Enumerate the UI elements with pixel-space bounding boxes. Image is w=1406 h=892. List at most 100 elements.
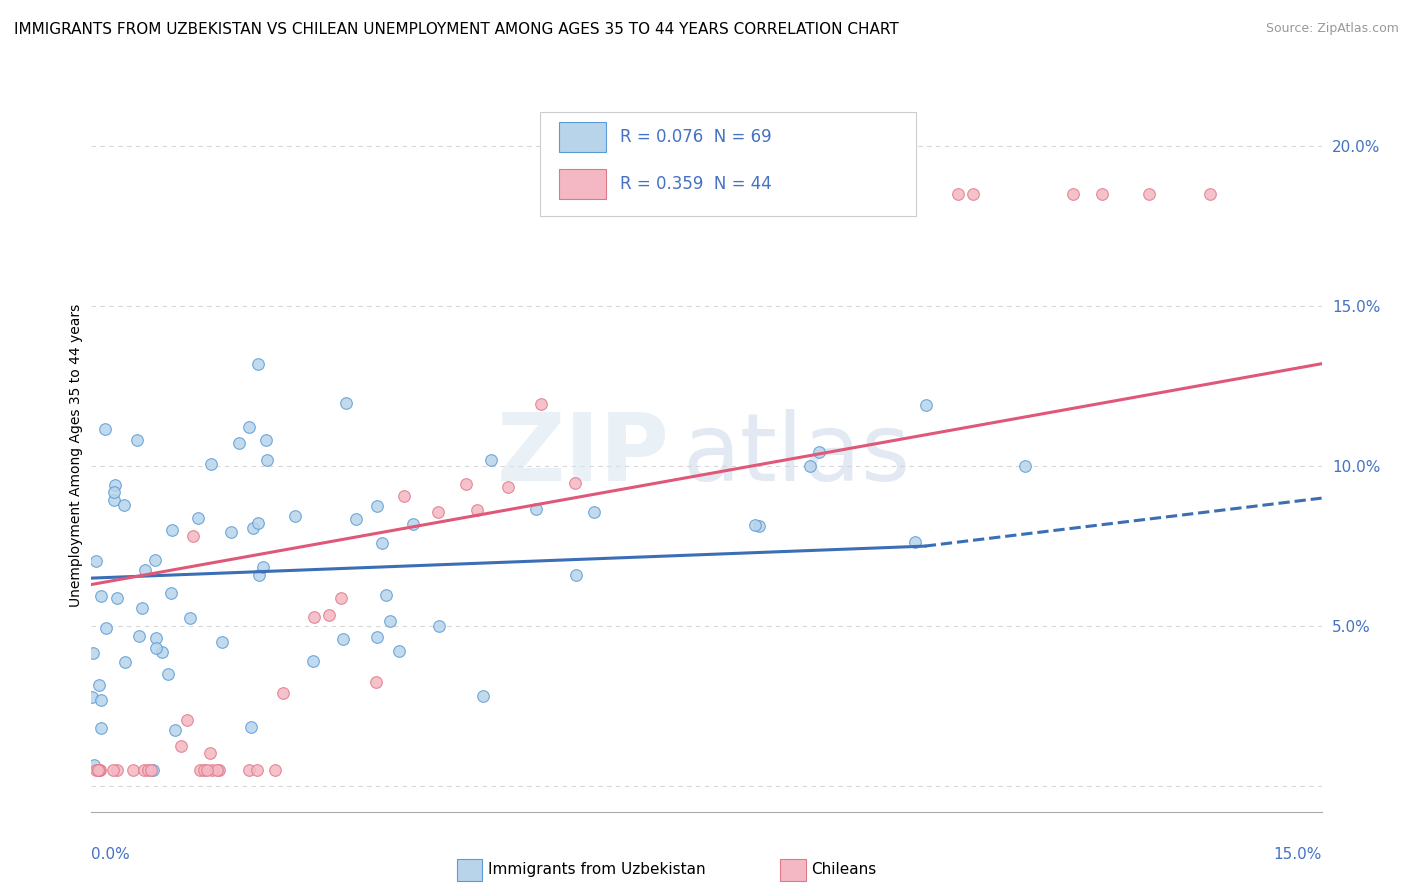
Point xyxy=(427,505,450,519)
Text: Immigrants from Uzbekistan: Immigrants from Uzbekistan xyxy=(488,863,706,877)
Point xyxy=(93,422,115,436)
Point xyxy=(193,763,215,777)
Point xyxy=(247,516,270,530)
Point xyxy=(454,477,477,491)
Point xyxy=(207,763,229,777)
Point xyxy=(198,746,221,760)
Point xyxy=(157,666,180,681)
Point xyxy=(366,630,388,644)
Point xyxy=(89,763,111,777)
Point xyxy=(104,477,127,491)
Point xyxy=(238,420,260,434)
Point xyxy=(769,187,792,202)
Text: ZIP: ZIP xyxy=(496,409,669,501)
Point xyxy=(256,452,278,467)
Point xyxy=(1137,187,1160,202)
Point xyxy=(105,591,128,605)
Point xyxy=(748,519,770,533)
Text: 15.0%: 15.0% xyxy=(1274,847,1322,863)
Point xyxy=(335,396,357,410)
Point xyxy=(150,644,173,658)
Point xyxy=(238,763,260,777)
Point xyxy=(378,615,401,629)
Y-axis label: Unemployment Among Ages 35 to 44 years: Unemployment Among Ages 35 to 44 years xyxy=(69,303,83,607)
Text: Source: ZipAtlas.com: Source: ZipAtlas.com xyxy=(1265,22,1399,36)
Point xyxy=(246,357,269,371)
Text: IMMIGRANTS FROM UZBEKISTAN VS CHILEAN UNEMPLOYMENT AMONG AGES 35 TO 44 YEARS COR: IMMIGRANTS FROM UZBEKISTAN VS CHILEAN UN… xyxy=(14,22,898,37)
Point xyxy=(82,646,104,660)
Point xyxy=(1014,458,1036,473)
Point xyxy=(176,713,198,727)
Point xyxy=(564,475,586,490)
Point xyxy=(200,457,222,471)
Point xyxy=(1198,187,1220,202)
Point xyxy=(471,690,494,704)
Point xyxy=(112,498,135,512)
Point xyxy=(183,528,205,542)
Point xyxy=(105,763,128,777)
Point xyxy=(138,763,160,777)
Text: R = 0.076  N = 69: R = 0.076 N = 69 xyxy=(620,128,772,146)
Point xyxy=(103,763,125,777)
Point xyxy=(86,763,108,777)
Point xyxy=(188,763,211,777)
Point xyxy=(264,763,287,777)
Point xyxy=(145,632,167,646)
Point xyxy=(240,720,263,734)
Point xyxy=(479,453,502,467)
Text: R = 0.359  N = 44: R = 0.359 N = 44 xyxy=(620,175,772,193)
Point xyxy=(143,553,166,567)
Point xyxy=(346,512,368,526)
Point xyxy=(114,655,136,669)
Point xyxy=(219,524,242,539)
Point xyxy=(524,501,547,516)
Point xyxy=(388,643,411,657)
Point xyxy=(242,521,264,535)
Point xyxy=(159,585,181,599)
Point xyxy=(197,763,219,777)
Point xyxy=(799,459,821,474)
Point xyxy=(962,187,984,202)
Point xyxy=(103,493,125,508)
Point xyxy=(96,621,118,635)
FancyBboxPatch shape xyxy=(540,112,915,216)
Point xyxy=(284,509,307,524)
Point xyxy=(87,678,110,692)
Point xyxy=(128,629,150,643)
Point xyxy=(134,763,156,777)
Point xyxy=(744,517,766,532)
Point xyxy=(125,433,148,447)
Point xyxy=(427,619,450,633)
Point xyxy=(80,690,103,704)
Text: atlas: atlas xyxy=(682,409,910,501)
Point xyxy=(90,721,112,735)
Point xyxy=(252,559,274,574)
Point xyxy=(87,763,110,777)
Point xyxy=(131,601,153,615)
Point xyxy=(366,674,388,689)
Point xyxy=(170,739,193,753)
Point xyxy=(394,489,416,503)
Point xyxy=(1062,187,1084,202)
Point xyxy=(530,396,553,410)
Point xyxy=(84,554,107,568)
Point xyxy=(271,686,294,700)
Point xyxy=(366,499,388,513)
Point xyxy=(948,187,970,202)
Point xyxy=(211,635,233,649)
Point xyxy=(90,589,112,603)
Point xyxy=(302,610,325,624)
Point xyxy=(582,505,605,519)
Point xyxy=(302,654,325,668)
Point xyxy=(205,763,228,777)
Point xyxy=(201,763,224,777)
Point xyxy=(330,591,353,605)
FancyBboxPatch shape xyxy=(558,169,606,199)
Point xyxy=(807,445,830,459)
Point xyxy=(402,517,425,532)
Point xyxy=(160,523,183,537)
FancyBboxPatch shape xyxy=(558,122,606,153)
Point xyxy=(228,436,250,450)
Point xyxy=(254,433,277,447)
Point xyxy=(142,763,165,777)
